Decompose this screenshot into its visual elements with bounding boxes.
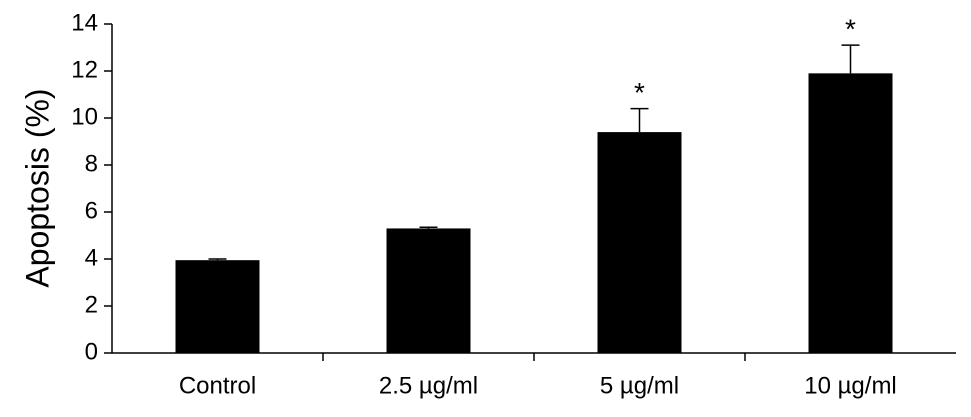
bar bbox=[386, 228, 471, 353]
x-tick-label: 2.5 µg/ml bbox=[379, 372, 478, 399]
x-tick-label: Control bbox=[179, 372, 256, 399]
y-tick-label: 12 bbox=[71, 56, 98, 83]
bar bbox=[175, 260, 260, 353]
significance-marker: * bbox=[634, 77, 645, 108]
error-bar bbox=[630, 107, 649, 133]
bar bbox=[597, 132, 682, 353]
y-tick-label: 2 bbox=[85, 291, 98, 318]
y-axis-label: Apoptosis (%) bbox=[19, 88, 55, 287]
x-tick-label: 10 µg/ml bbox=[804, 372, 897, 399]
y-tick-label: 4 bbox=[85, 244, 98, 271]
y-tick-label: 0 bbox=[85, 338, 98, 365]
y-tick-label: 10 bbox=[71, 103, 98, 130]
x-tick-label: 5 µg/ml bbox=[600, 372, 679, 399]
significance-marker: * bbox=[845, 14, 856, 45]
error-bar bbox=[419, 226, 438, 229]
error-bar bbox=[208, 258, 227, 261]
y-tick-label: 6 bbox=[85, 197, 98, 224]
y-tick-label: 8 bbox=[85, 150, 98, 177]
error-bar bbox=[841, 44, 860, 74]
bar bbox=[808, 73, 893, 353]
y-tick-label: 14 bbox=[71, 9, 98, 36]
